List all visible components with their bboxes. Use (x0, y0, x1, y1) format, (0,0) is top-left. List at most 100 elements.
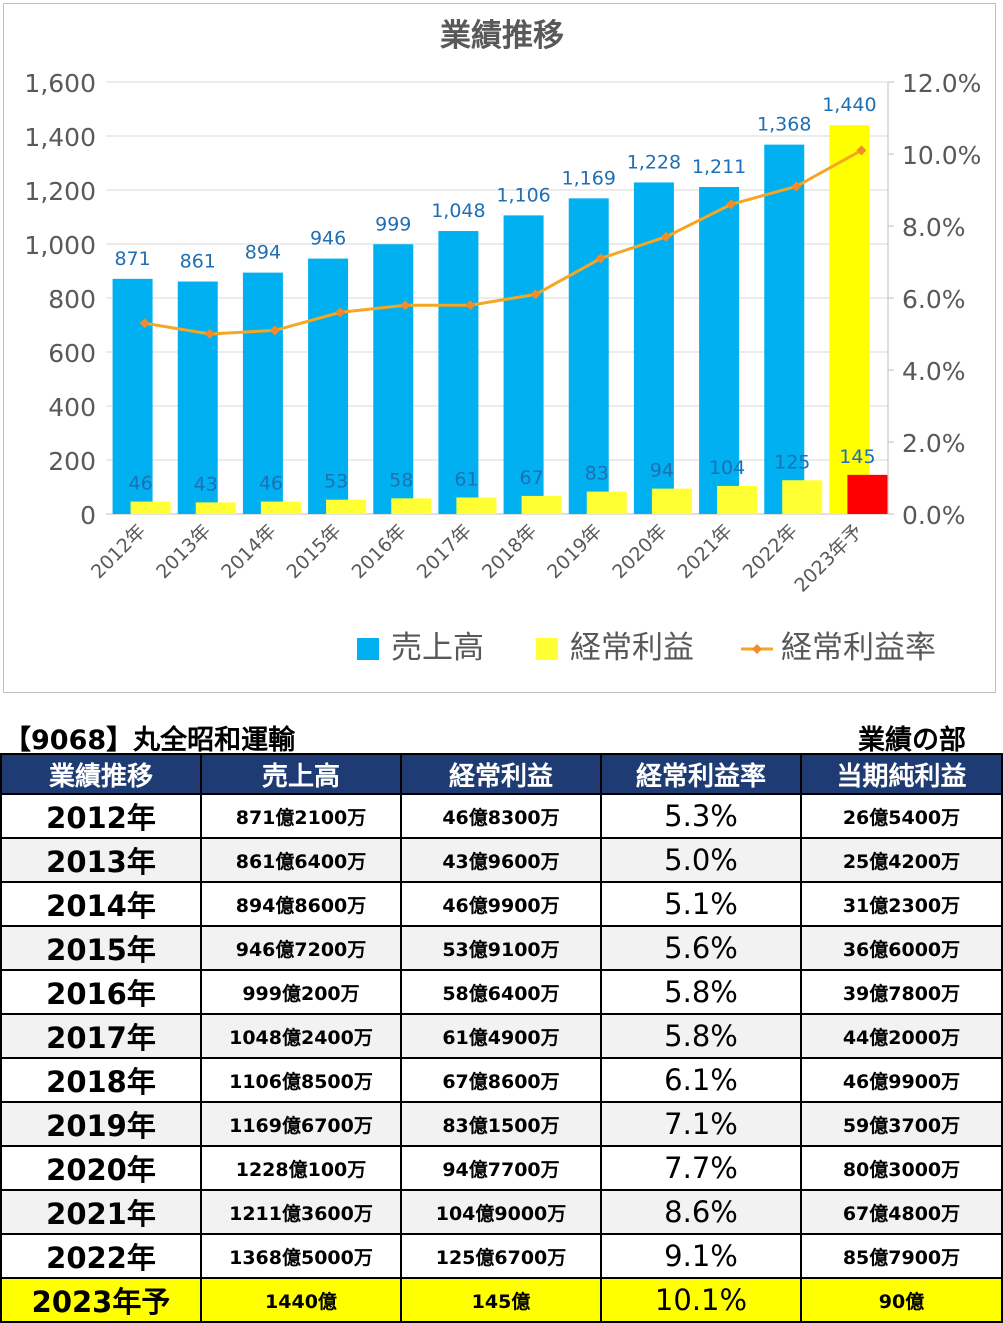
sales-data-label: 946 (310, 228, 346, 250)
cell-profit-rate: 5.8% (600, 1013, 802, 1059)
profit-bar (391, 498, 432, 514)
cell-year: 2018年 (0, 1057, 202, 1103)
cell-sales: 1048億2400万 (200, 1013, 402, 1059)
cell-ordinary-profit: 46億9900万 (400, 881, 602, 927)
cell-year: 2016年 (0, 969, 202, 1015)
cell-year: 2015年 (0, 925, 202, 971)
x-tick-label: 2016年 (348, 520, 411, 583)
profit-data-label: 104 (709, 457, 745, 479)
legend-swatch-sales (357, 638, 379, 660)
cell-net-income: 46億9900万 (800, 1057, 1003, 1103)
cell-profit-rate: 7.1% (600, 1101, 802, 1147)
cell-year: 2012年 (0, 793, 202, 839)
company-name: 【9068】丸全昭和運輸 (4, 725, 296, 756)
cell-profit-rate: 6.1% (600, 1057, 802, 1103)
profit-bar (130, 501, 171, 514)
cell-ordinary-profit: 58億6400万 (400, 969, 602, 1015)
cell-profit-rate: 8.6% (600, 1189, 802, 1235)
profit-bar (521, 495, 562, 514)
table-header-row: 業績推移 売上高 経常利益 経常利益率 当期純利益 (0, 753, 1003, 795)
cell-profit-rate: 5.6% (600, 925, 802, 971)
cell-profit-rate: 5.0% (600, 837, 802, 883)
y-right-tick-label: 2.0% (902, 429, 966, 458)
chart-frame: 業績推移 0 200 400 600 800 1,000 1,200 1,400 1,600 0.0… (3, 3, 996, 693)
sales-bar (764, 144, 805, 514)
cell-year: 2017年 (0, 1013, 202, 1059)
profit-data-label: 67 (519, 467, 543, 489)
cell-net-income: 26億5400万 (800, 793, 1003, 839)
legend-label-profit: 経常利益 (570, 630, 694, 666)
rate-marker (204, 329, 215, 339)
cell-net-income: 67億4800万 (800, 1189, 1003, 1235)
x-tick-label: 2015年 (282, 520, 345, 583)
sales-bar (829, 125, 870, 514)
y-right-tick-label: 10.0% (902, 141, 981, 170)
table-row: 2013年 861億6400万 43億9600万 5.0% 25億4200万 (0, 837, 1003, 883)
y-left-tick-label: 0 (80, 501, 96, 530)
cell-year: 2023年予 (0, 1277, 202, 1323)
performance-table: 業績推移 売上高 経常利益 経常利益率 当期純利益 2012年 871億2100万… (0, 753, 1003, 1323)
y-left-tick-label: 1,200 (24, 177, 96, 206)
sales-bar (177, 281, 218, 514)
sales-bar (438, 231, 479, 515)
legend-label-sales: 売上高 (391, 630, 484, 666)
cell-net-income: 39億7800万 (800, 969, 1003, 1015)
y-left-tick-label: 1,600 (24, 69, 96, 98)
table-row: 2018年 1106億8500万 67億8600万 6.1% 46億9900万 (0, 1057, 1003, 1103)
cell-year: 2022年 (0, 1233, 202, 1279)
rate-line (144, 149, 863, 336)
x-tick-label: 2021年 (673, 520, 736, 583)
table-row: 2016年 999億200万 58億6400万 5.8% 39億7800万 (0, 969, 1003, 1015)
cell-net-income: 44億2000万 (800, 1013, 1003, 1059)
cell-ordinary-profit: 53億9100万 (400, 925, 602, 971)
y-right-tick-label: 6.0% (902, 285, 966, 314)
x-tick-label: 2017年 (413, 520, 476, 583)
profit-data-label: 46 (128, 473, 152, 495)
cell-net-income: 25億4200万 (800, 837, 1003, 883)
chart-title: 業績推移 (440, 18, 564, 54)
legend-label-rate: 経常利益率 (781, 630, 936, 666)
header-sales: 売上高 (200, 753, 402, 795)
table-row: 2012年 871億2100万 46億8300万 5.3% 26億5400万 (0, 793, 1003, 839)
cell-net-income: 90億 (800, 1277, 1003, 1323)
rate-marker (791, 181, 802, 192)
x-tick-label: 2014年 (217, 520, 280, 583)
profit-data-label: 46 (259, 473, 283, 495)
cell-year: 2014年 (0, 881, 202, 927)
table-row: 2019年 1169億6700万 83億1500万 7.1% 59億3700万 (0, 1101, 1003, 1147)
header-net-income: 当期純利益 (800, 753, 1003, 795)
sales-data-label: 894 (245, 242, 281, 264)
cell-net-income: 59億3700万 (800, 1101, 1003, 1147)
cell-sales: 1106億8500万 (200, 1057, 402, 1103)
sales-data-label: 999 (375, 213, 411, 235)
header-profit-rate: 経常利益率 (600, 753, 802, 795)
cell-profit-rate: 5.1% (600, 881, 802, 927)
cell-year: 2021年 (0, 1189, 202, 1235)
profit-bar (326, 499, 367, 514)
cell-year: 2020年 (0, 1145, 202, 1191)
profit-data-label: 94 (650, 460, 674, 482)
table-row: 2022年 1368億5000万 125億6700万 9.1% 85億7900万 (0, 1233, 1003, 1279)
profit-bar (456, 497, 497, 514)
cell-profit-rate: 9.1% (600, 1233, 802, 1279)
sales-data-label: 871 (114, 248, 150, 270)
cell-ordinary-profit: 43億9600万 (400, 837, 602, 883)
rate-marker (400, 300, 411, 311)
legend-swatch-profit (536, 638, 558, 660)
sales-data-label: 1,368 (757, 114, 811, 136)
cell-sales: 999億200万 (200, 969, 402, 1015)
profit-bar (651, 488, 692, 514)
rate-marker (660, 231, 671, 242)
cell-sales: 1211億3600万 (200, 1189, 402, 1235)
y-left-tick-label: 1,000 (24, 231, 96, 260)
cell-net-income: 36億6000万 (800, 925, 1003, 971)
cell-ordinary-profit: 145億 (400, 1277, 602, 1323)
table-row-forecast: 2023年予 1440億 145億 10.1% 90億 (0, 1277, 1003, 1323)
sales-data-label: 1,440 (822, 94, 876, 116)
table-row: 2017年 1048億2400万 61億4900万 5.8% 44億2000万 (0, 1013, 1003, 1059)
cell-profit-rate: 10.1% (600, 1277, 802, 1323)
cell-ordinary-profit: 94億7700万 (400, 1145, 602, 1191)
sales-bar (699, 187, 740, 514)
rate-marker (530, 289, 541, 300)
cell-ordinary-profit: 104億9000万 (400, 1189, 602, 1235)
